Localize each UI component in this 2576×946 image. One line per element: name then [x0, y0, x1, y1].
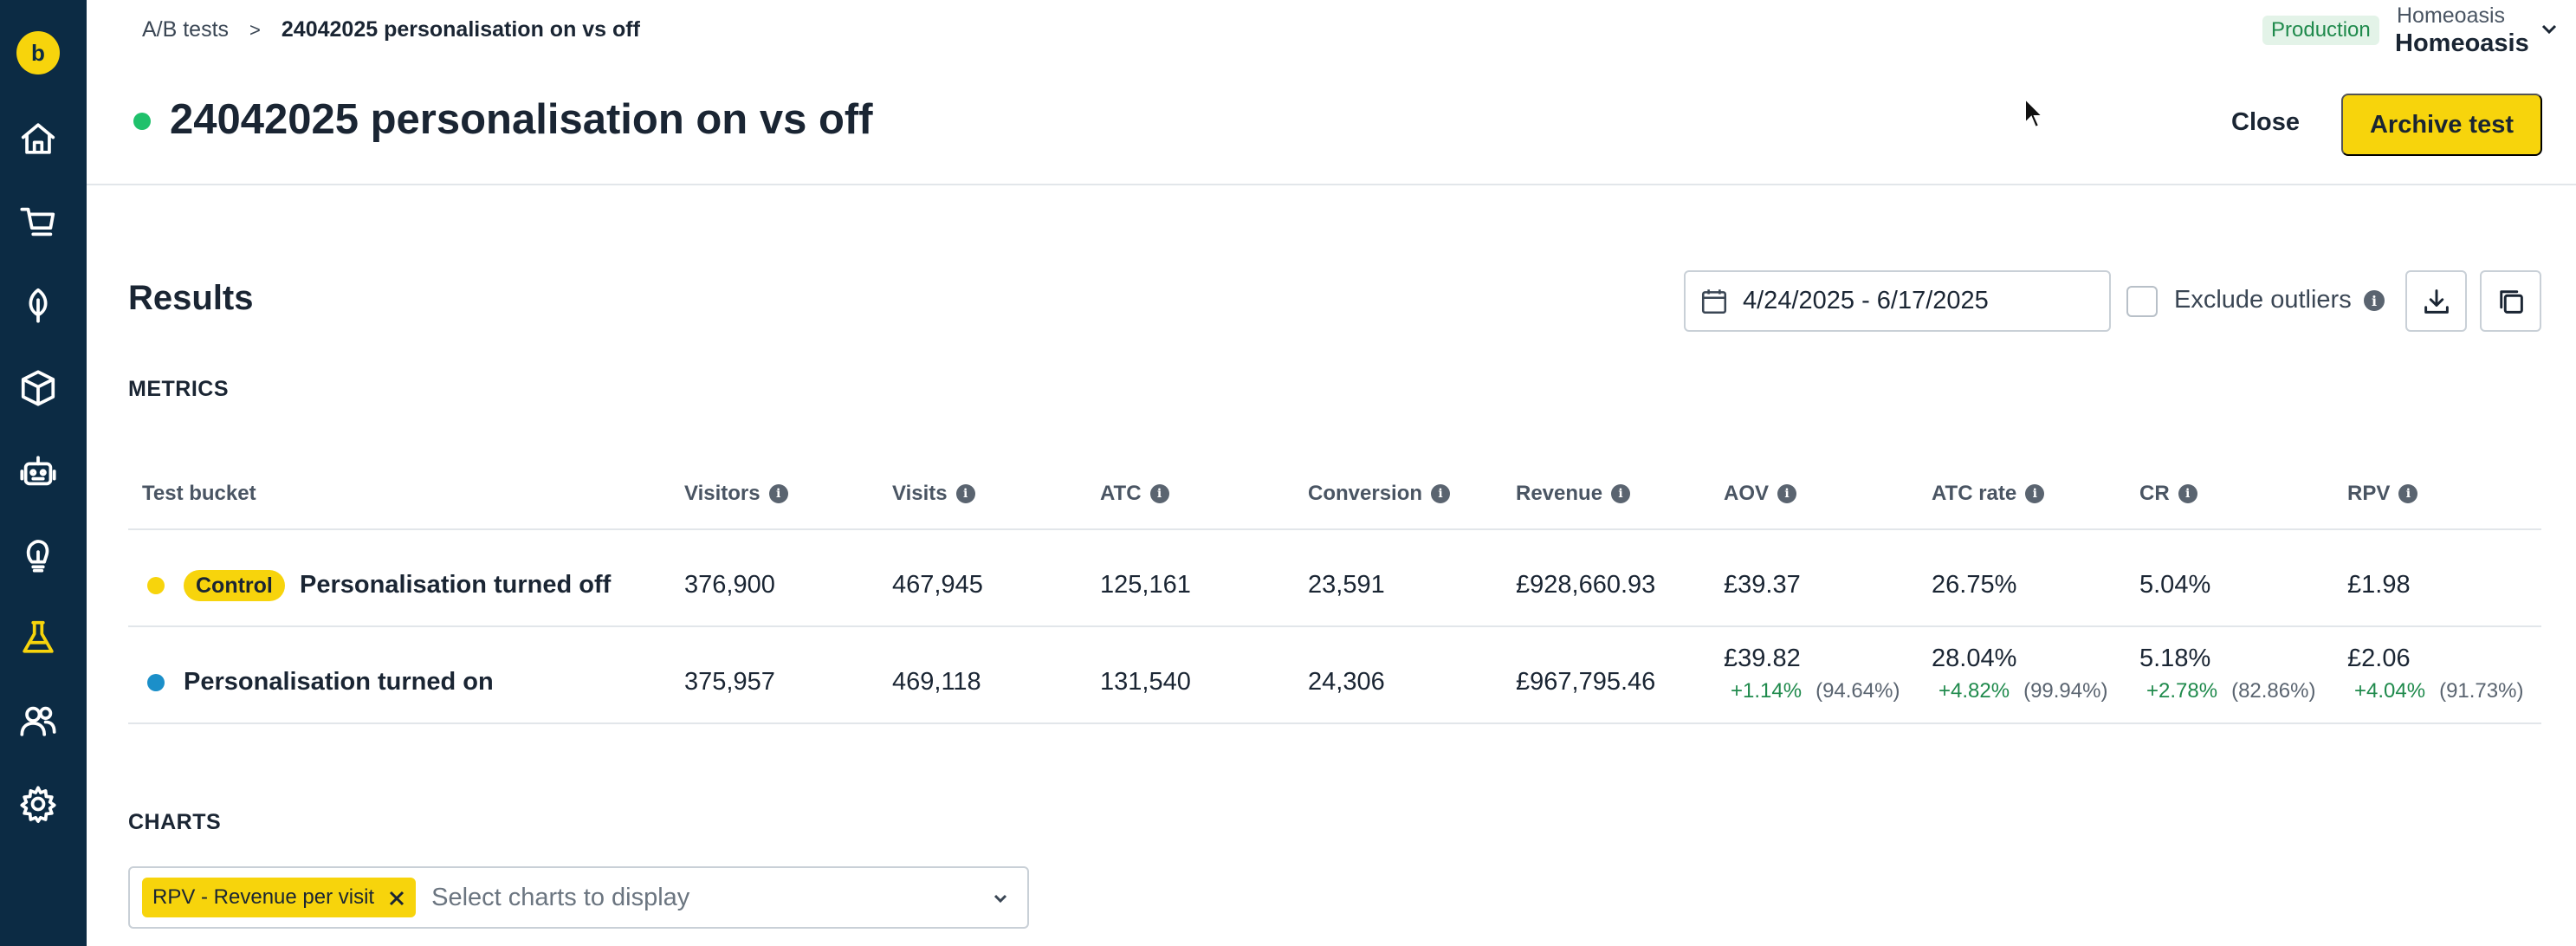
copy-button[interactable]: [2480, 270, 2541, 332]
atc-rate-delta: +4.82% (99.94%): [1938, 679, 2108, 703]
download-button[interactable]: [2405, 270, 2467, 332]
aov-value: £39.82: [1724, 645, 1801, 672]
revenue-value: £928,660.93: [1516, 571, 1656, 599]
revenue-value: £967,795.46: [1516, 668, 1656, 696]
cr-delta: +2.78% (82.86%): [2146, 679, 2316, 703]
row-divider: [128, 528, 2541, 530]
charts-select-placeholder: Select charts to display: [431, 883, 690, 911]
gear-icon[interactable]: [16, 781, 61, 826]
column-header-visits: Visits i: [892, 482, 975, 506]
charts-select[interactable]: RPV - Revenue per visit Select charts to…: [128, 866, 1029, 929]
atc-value: 125,161: [1100, 571, 1191, 599]
breadcrumb-current: 24042025 personalisation on vs off: [281, 17, 640, 42]
aov-value: £39.37: [1724, 571, 1801, 599]
breadcrumb-parent-link[interactable]: A/B tests: [142, 17, 230, 42]
calendar-icon: [1701, 288, 1727, 314]
rpv-value: £2.06: [2347, 645, 2411, 672]
box-icon[interactable]: [16, 366, 61, 411]
info-icon[interactable]: i: [1611, 484, 1631, 503]
info-icon[interactable]: i: [2398, 484, 2418, 503]
robot-icon[interactable]: [16, 449, 61, 494]
info-icon[interactable]: i: [768, 484, 788, 503]
flask-icon[interactable]: [16, 615, 61, 660]
conversion-value: 24,306: [1308, 668, 1385, 696]
cr-value: 5.18%: [2139, 645, 2211, 672]
column-header-cr: CR i: [2139, 482, 2197, 506]
archive-test-button[interactable]: Archive test: [2341, 94, 2542, 156]
column-header-visitors: Visitors i: [684, 482, 788, 506]
exclude-outliers-label[interactable]: Exclude outliers: [2174, 286, 2352, 314]
column-header-rpv: RPV i: [2347, 482, 2418, 506]
chip-label: RPV - Revenue per visit: [152, 885, 375, 909]
column-header-test-bucket: Test bucket: [142, 482, 256, 505]
exclude-outliers-checkbox[interactable]: [2126, 286, 2158, 317]
column-header-conversion: Conversion i: [1308, 482, 1451, 506]
info-icon[interactable]: i: [2178, 484, 2197, 503]
download-icon: [2424, 288, 2449, 314]
rpv-value: £1.98: [2347, 571, 2411, 599]
atc-rate-value: 28.04%: [1932, 645, 2017, 672]
bucket-color-dot: [147, 577, 165, 594]
environment-badge: Production: [2262, 16, 2379, 45]
lightbulb-icon[interactable]: [16, 532, 61, 577]
header-divider: [87, 184, 2576, 185]
cr-value: 5.04%: [2139, 571, 2211, 599]
status-dot: [133, 113, 151, 130]
chevron-down-icon[interactable]: [991, 889, 1010, 908]
page-title: 24042025 personalisation on vs off: [170, 96, 873, 143]
column-header-atc-rate: ATC rate i: [1932, 482, 2045, 506]
chevron-down-icon[interactable]: [2540, 19, 2559, 38]
brand-logo[interactable]: b: [16, 31, 60, 75]
date-range-picker[interactable]: 4/24/2025 - 6/17/2025: [1684, 270, 2111, 332]
visits-value: 469,118: [892, 668, 981, 696]
info-icon[interactable]: i: [955, 484, 975, 503]
charts-section-label: CHARTS: [128, 810, 222, 834]
atc-rate-value: 26.75%: [1932, 571, 2017, 599]
row-divider: [128, 722, 2541, 724]
visitors-value: 375,957: [684, 668, 775, 696]
users-icon[interactable]: [16, 698, 61, 743]
cart-icon[interactable]: [16, 199, 61, 244]
atc-value: 131,540: [1100, 668, 1191, 696]
control-badge: Control: [184, 570, 285, 601]
breadcrumb-separator: >: [249, 18, 261, 41]
row-divider: [128, 625, 2541, 627]
bucket-name: Personalisation turned off: [300, 571, 612, 599]
info-icon[interactable]: i: [1777, 484, 1797, 503]
metrics-section-label: METRICS: [128, 377, 229, 401]
bucket-color-dot: [147, 674, 165, 691]
results-title: Results: [128, 279, 254, 317]
account-name[interactable]: Homeoasis: [2395, 29, 2529, 57]
visitors-value: 376,900: [684, 571, 775, 599]
leaf-icon[interactable]: [16, 282, 61, 327]
conversion-value: 23,591: [1308, 571, 1385, 599]
selected-chart-chip: RPV - Revenue per visit: [142, 878, 417, 917]
bucket-name: Personalisation turned on: [184, 668, 494, 696]
visits-value: 467,945: [892, 571, 983, 599]
close-button[interactable]: Close: [2217, 95, 2314, 149]
column-header-revenue: Revenue i: [1516, 482, 1631, 506]
rpv-delta: +4.04% (91.73%): [2354, 679, 2524, 703]
info-icon[interactable]: i: [1431, 484, 1451, 503]
column-header-atc: ATC i: [1100, 482, 1169, 506]
copy-icon: [2499, 289, 2523, 314]
column-header-aov: AOV i: [1724, 482, 1797, 506]
home-icon[interactable]: [16, 116, 61, 161]
account-subtitle[interactable]: Homeoasis: [2397, 3, 2506, 28]
info-icon[interactable]: i: [1149, 484, 1169, 503]
info-icon[interactable]: i: [2364, 290, 2385, 311]
mouse-cursor-icon: [2023, 96, 2045, 130]
close-icon[interactable]: [388, 889, 405, 906]
sidebar: b: [0, 0, 87, 946]
info-icon[interactable]: i: [2025, 484, 2045, 503]
aov-delta: +1.14% (94.64%): [1731, 679, 1900, 703]
breadcrumb: A/B tests > 24042025 personalisation on …: [142, 17, 640, 42]
date-range-value: 4/24/2025 - 6/17/2025: [1743, 287, 1989, 314]
